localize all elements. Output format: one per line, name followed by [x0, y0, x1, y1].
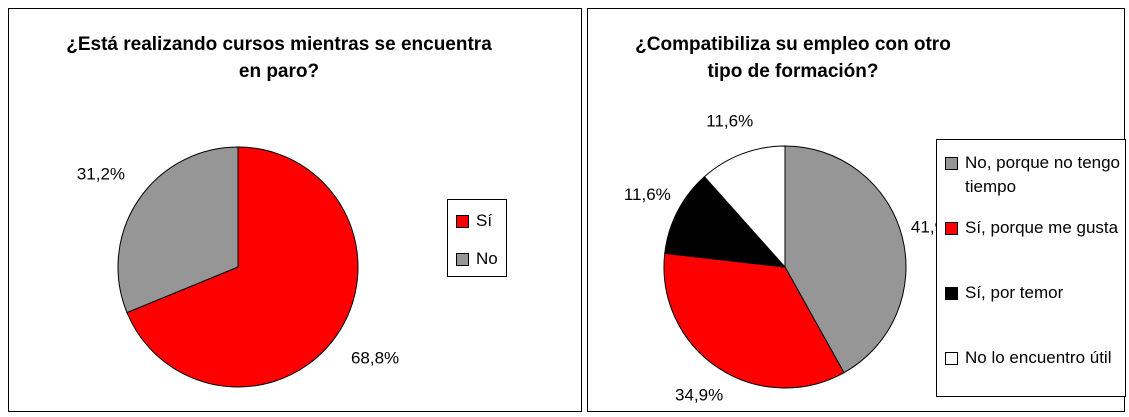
- data-label: 11,6%: [624, 185, 671, 204]
- legend-entry: Sí, por temor: [945, 281, 1125, 305]
- legend-label: Sí, porque me gusta: [965, 218, 1119, 237]
- pie-slice: [126, 146, 359, 388]
- pie-slice: [664, 176, 787, 268]
- legend: No, porque no tengo tiempo Sí, porque me …: [936, 139, 1126, 397]
- legend-entry: No: [456, 247, 506, 271]
- data-label: 34,9%: [675, 385, 723, 404]
- legend-entry: No, porque no tengo tiempo: [945, 151, 1125, 199]
- chart-panel: ¿Compatibiliza su empleo con otro tipo d…: [587, 8, 1126, 412]
- legend-label: Sí: [476, 211, 493, 230]
- legend: Sí No: [447, 199, 507, 277]
- pie-chart: 68,8% 31,2%: [77, 146, 399, 388]
- chart-title: ¿Compatibiliza su empleo con otro tipo d…: [635, 34, 951, 82]
- legend-label: No: [476, 249, 498, 268]
- data-label: 11,6%: [706, 112, 753, 131]
- legend-label: No, porque no tengo tiempo: [965, 153, 1121, 196]
- pie-slice: [703, 145, 786, 269]
- legend-swatch: [945, 157, 958, 170]
- legend-label: Sí, por temor: [965, 283, 1064, 302]
- chart-title: ¿Está realizando cursos mientras se encu…: [66, 34, 492, 82]
- legend-swatch: [945, 352, 958, 365]
- pie-slice: [784, 145, 907, 374]
- legend-label: No lo encuentro útil: [965, 348, 1112, 367]
- legend-entry: No lo encuentro útil: [945, 346, 1125, 370]
- legend-entry: Sí: [456, 209, 506, 233]
- data-label: 31,2%: [77, 165, 125, 184]
- legend-swatch: [945, 222, 958, 235]
- legend-swatch: [456, 215, 469, 228]
- pie-chart: 41,9%34,9%11,6%11,6%: [624, 112, 959, 405]
- pie-slice: [117, 146, 239, 314]
- chart-panel: ¿Está realizando cursos mientras se encu…: [8, 8, 582, 412]
- legend-swatch: [456, 253, 469, 266]
- data-label: 68,8%: [351, 348, 399, 367]
- legend-swatch: [945, 287, 958, 300]
- legend-entry: Sí, porque me gusta: [945, 216, 1125, 240]
- pie-slice: [663, 252, 845, 389]
